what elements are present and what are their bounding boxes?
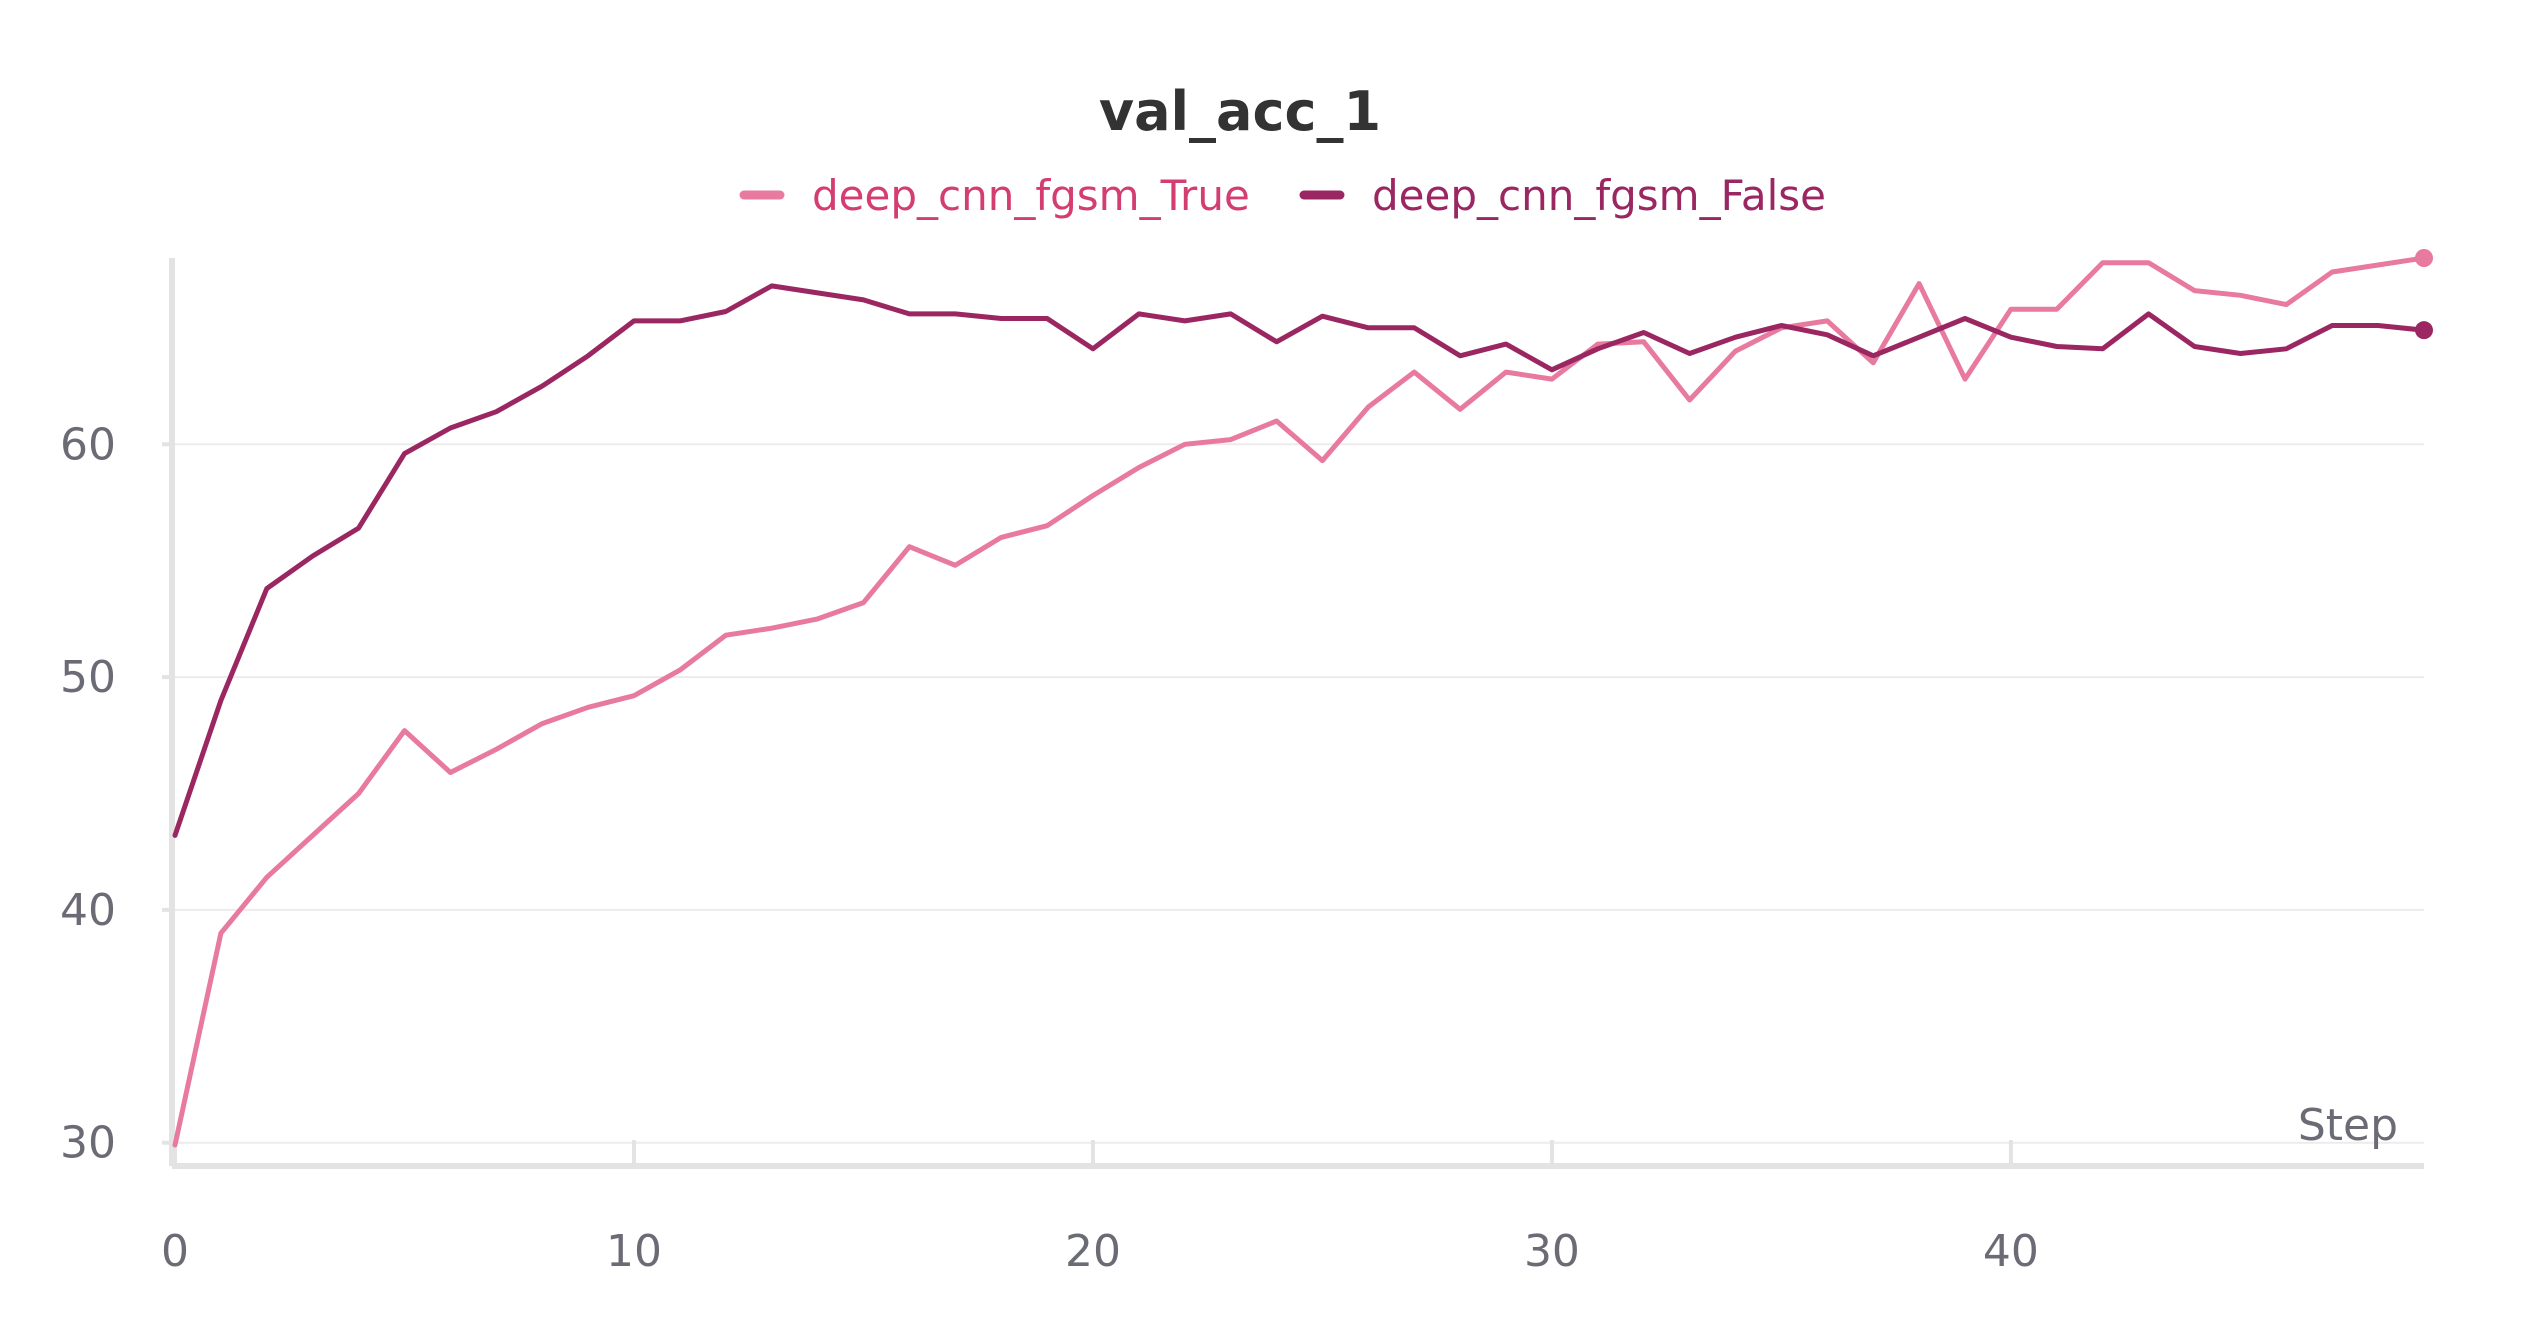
x-ticks: 0 10 20 30 40 bbox=[161, 1140, 2039, 1277]
legend: deep_cnn_fgsm_True deep_cnn_fgsm_False bbox=[739, 171, 1826, 220]
series-end-marker-1 bbox=[2415, 321, 2433, 340]
series-line-0 bbox=[172, 255, 2427, 1148]
x-tick-label: 0 bbox=[161, 1226, 189, 1277]
y-tick-label: 60 bbox=[60, 419, 116, 470]
series-end-marker-0 bbox=[2415, 249, 2433, 267]
x-axis-title: Step bbox=[2298, 1100, 2398, 1151]
x-tick-label: 30 bbox=[1524, 1226, 1580, 1277]
legend-label-1: deep_cnn_fgsm_False bbox=[1372, 171, 1826, 220]
series-line-1 bbox=[172, 283, 2427, 838]
x-tick-label: 10 bbox=[606, 1226, 662, 1277]
x-tick-label: 40 bbox=[1983, 1226, 2039, 1277]
y-tick-label: 30 bbox=[60, 1118, 116, 1169]
y-tick-label: 40 bbox=[60, 885, 116, 936]
series-layer bbox=[172, 249, 2433, 1148]
y-tick-label: 50 bbox=[60, 652, 116, 703]
grid bbox=[175, 443, 2424, 1144]
chart-title: val_acc_1 bbox=[1099, 80, 1381, 143]
y-ticks: 30 40 50 60 bbox=[60, 419, 172, 1169]
x-tick-label: 20 bbox=[1065, 1226, 1121, 1277]
legend-label-0: deep_cnn_fgsm_True bbox=[812, 171, 1250, 220]
